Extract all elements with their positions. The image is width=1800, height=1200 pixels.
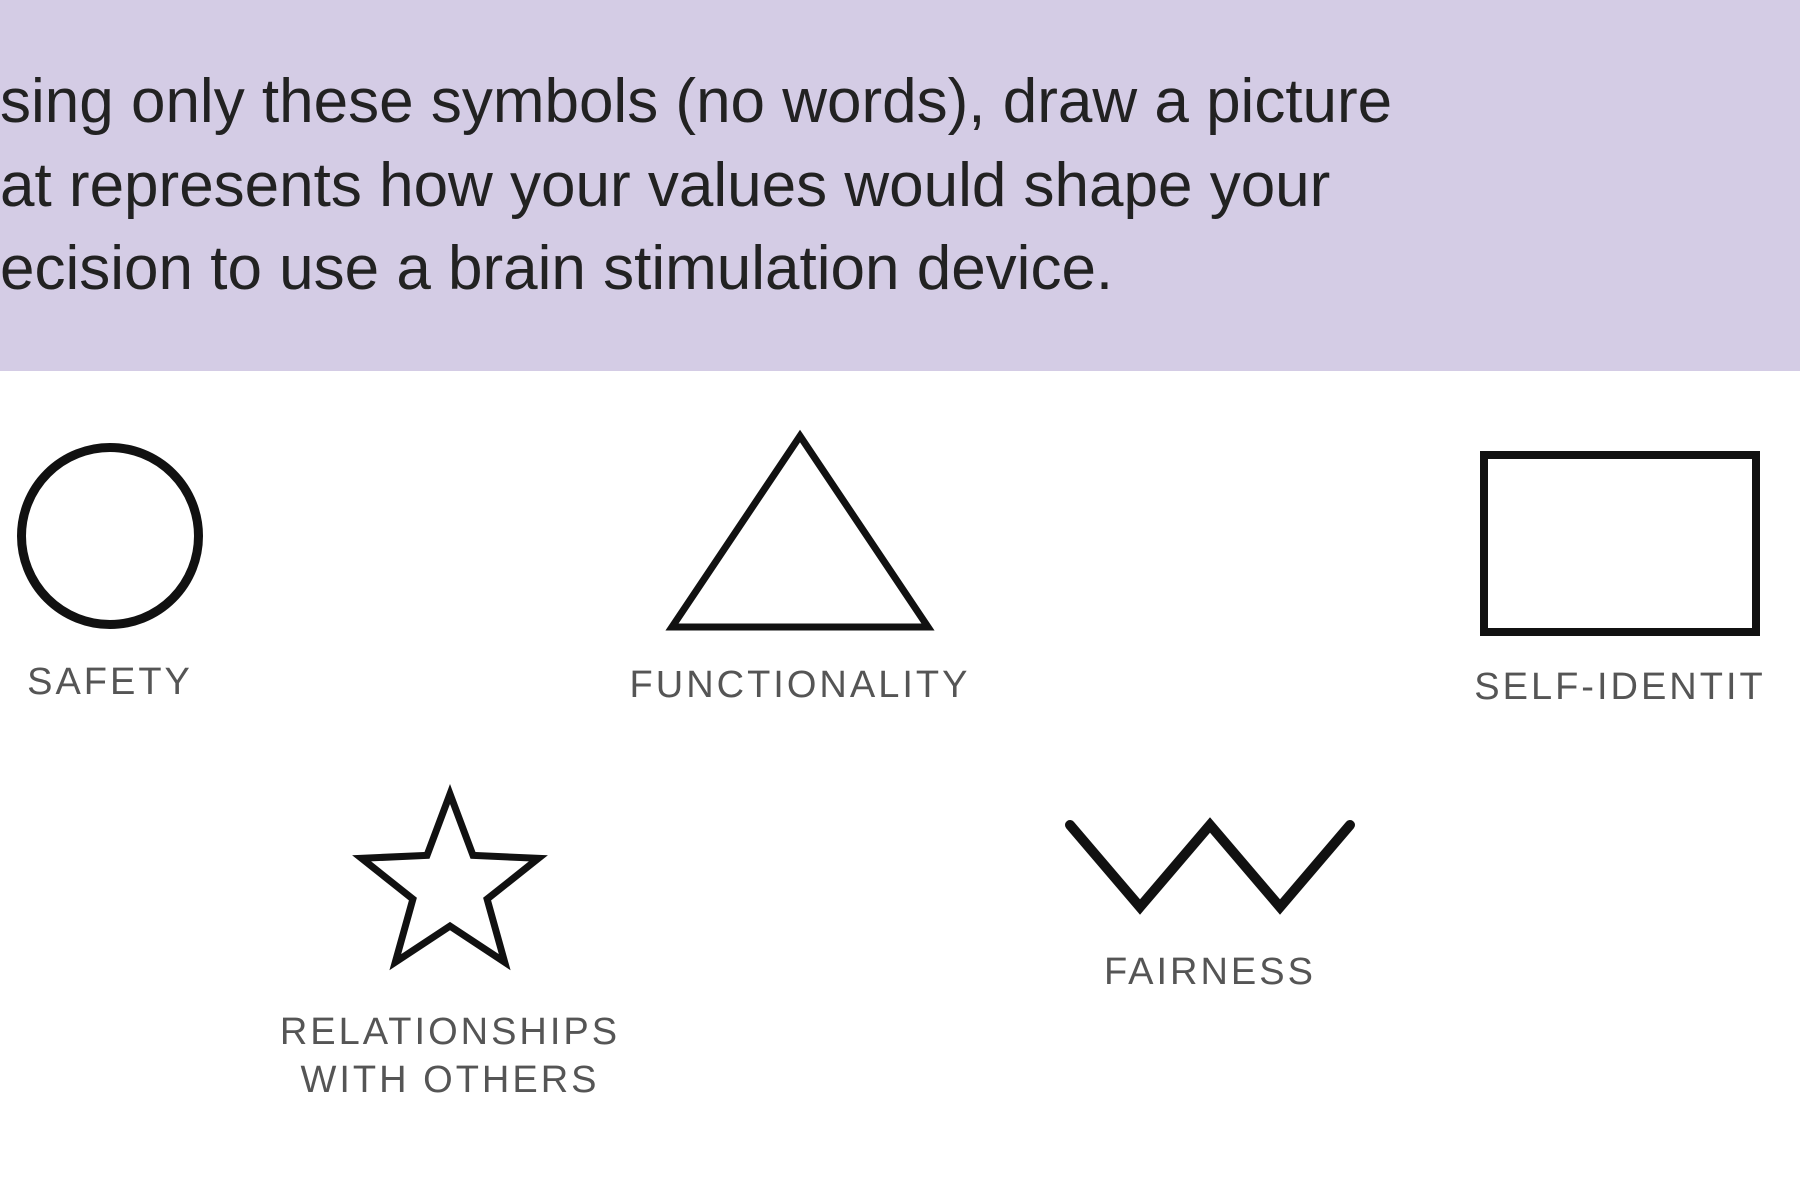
safety-label: SAFETY	[27, 659, 193, 707]
symbol-functionality: FUNCTIONALITY	[600, 429, 1000, 710]
instruction-text: sing only these symbols (no words), draw…	[0, 60, 1800, 311]
functionality-label: FUNCTIONALITY	[630, 662, 971, 710]
symbol-self-identity: SELF-IDENTIT	[1420, 451, 1800, 712]
self-identity-label: SELF-IDENTIT	[1474, 664, 1765, 712]
symbol-relationships: RELATIONSHIPS WITH OTHERS	[200, 781, 700, 1104]
rectangle-icon	[1480, 451, 1760, 636]
circle-icon	[15, 441, 205, 631]
triangle-icon	[665, 429, 935, 634]
symbols-area: SAFETY FUNCTIONALITY SELF-IDENTIT RELATI…	[0, 371, 1800, 1171]
relationships-label: RELATIONSHIPS WITH OTHERS	[280, 1009, 620, 1104]
zigzag-icon	[1060, 811, 1360, 921]
symbol-fairness: FAIRNESS	[1010, 811, 1410, 997]
star-icon	[350, 781, 550, 981]
symbol-safety: SAFETY	[0, 441, 260, 707]
instruction-banner: sing only these symbols (no words), draw…	[0, 0, 1800, 371]
fairness-label: FAIRNESS	[1104, 949, 1316, 997]
